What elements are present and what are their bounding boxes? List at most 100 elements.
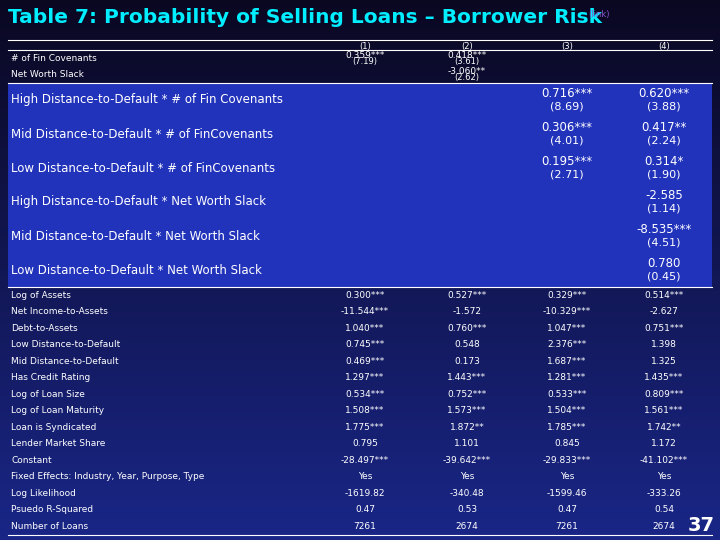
Text: (1.90): (1.90): [647, 169, 680, 179]
Text: 1.508***: 1.508***: [346, 406, 384, 415]
Text: 1.172: 1.172: [651, 439, 677, 448]
Text: Fixed Effects: Industry, Year, Purpose, Type: Fixed Effects: Industry, Year, Purpose, …: [11, 472, 204, 481]
Text: 1.435***: 1.435***: [644, 373, 683, 382]
Text: 0.469***: 0.469***: [346, 357, 384, 366]
Text: Log of Loan Maturity: Log of Loan Maturity: [11, 406, 104, 415]
Text: Log Likelihood: Log Likelihood: [11, 489, 76, 498]
Text: High Distance-to-Default * # of Fin Covenants: High Distance-to-Default * # of Fin Cove…: [11, 93, 283, 106]
Text: (1): (1): [359, 42, 371, 51]
Text: (2): (2): [461, 42, 473, 51]
Text: 0.418***: 0.418***: [447, 51, 487, 60]
Text: 1.687***: 1.687***: [547, 357, 587, 366]
Bar: [8, 83, 712, 287]
Text: (0.45): (0.45): [647, 271, 680, 281]
Text: -1619.82: -1619.82: [345, 489, 385, 498]
Text: -2.627: -2.627: [649, 307, 678, 316]
Text: Log of Loan Size: Log of Loan Size: [11, 390, 85, 399]
Text: 1.561***: 1.561***: [644, 406, 684, 415]
Text: 0.533***: 0.533***: [547, 390, 587, 399]
Text: Table 7: Probability of Selling Loans – Borrower Risk: Table 7: Probability of Selling Loans – …: [8, 8, 602, 27]
Text: Psuedo R-Squared: Psuedo R-Squared: [11, 505, 93, 514]
Text: 1.040***: 1.040***: [346, 324, 384, 333]
Text: -28.497***: -28.497***: [341, 456, 389, 465]
Text: Low Distance-to-Default * Net Worth Slack: Low Distance-to-Default * Net Worth Slac…: [11, 264, 262, 276]
Text: High Distance-to-Default * Net Worth Slack: High Distance-to-Default * Net Worth Sla…: [11, 195, 266, 208]
Text: (4.01): (4.01): [550, 135, 584, 145]
Text: 7261: 7261: [556, 522, 578, 531]
Text: Log of Assets: Log of Assets: [11, 291, 71, 300]
Text: 37: 37: [688, 516, 715, 535]
Text: Low Distance-to-Default: Low Distance-to-Default: [11, 340, 120, 349]
Text: 0.534***: 0.534***: [346, 390, 384, 399]
Text: Number of Loans: Number of Loans: [11, 522, 88, 531]
Text: Yes: Yes: [657, 472, 671, 481]
Text: -10.329***: -10.329***: [543, 307, 591, 316]
Text: 0.195***: 0.195***: [541, 156, 593, 168]
Text: 1.297***: 1.297***: [346, 373, 384, 382]
Text: Has Credit Rating: Has Credit Rating: [11, 373, 90, 382]
Text: 2.376***: 2.376***: [547, 340, 587, 349]
Text: (2.71): (2.71): [550, 169, 584, 179]
Text: (4.51): (4.51): [647, 237, 680, 247]
Text: 7261: 7261: [354, 522, 377, 531]
Text: 0.795: 0.795: [352, 439, 378, 448]
Text: (3): (3): [561, 42, 573, 51]
Text: -11.544***: -11.544***: [341, 307, 389, 316]
Text: 0.527***: 0.527***: [447, 291, 487, 300]
Text: # of Fin Covenants: # of Fin Covenants: [11, 54, 96, 63]
Text: (1.14): (1.14): [647, 203, 680, 213]
Text: 1.325: 1.325: [651, 357, 677, 366]
Text: -2.585: -2.585: [645, 190, 683, 202]
Text: Yes: Yes: [460, 472, 474, 481]
Text: (2.62): (2.62): [454, 73, 480, 82]
Text: Mid Distance-to-Default: Mid Distance-to-Default: [11, 357, 119, 366]
Text: 0.47: 0.47: [557, 505, 577, 514]
Text: Mid Distance-to-Default * # of FinCovenants: Mid Distance-to-Default * # of FinCovena…: [11, 127, 273, 140]
Text: 1.504***: 1.504***: [547, 406, 587, 415]
Text: 0.752***: 0.752***: [447, 390, 487, 399]
Text: 0.620***: 0.620***: [639, 87, 690, 100]
Text: 0.329***: 0.329***: [547, 291, 587, 300]
Text: Yes: Yes: [358, 472, 372, 481]
Text: 2674: 2674: [456, 522, 478, 531]
Text: 0.745***: 0.745***: [346, 340, 384, 349]
Text: Mid Distance-to-Default * Net Worth Slack: Mid Distance-to-Default * Net Worth Slac…: [11, 230, 260, 242]
Text: 0.53: 0.53: [457, 505, 477, 514]
Text: 0.314*: 0.314*: [644, 156, 684, 168]
Text: 0.751***: 0.751***: [644, 324, 684, 333]
Text: 0.359***: 0.359***: [346, 51, 384, 60]
Text: -1.572: -1.572: [452, 307, 482, 316]
Text: 1.785***: 1.785***: [547, 423, 587, 432]
Text: 0.809***: 0.809***: [644, 390, 684, 399]
Text: 1.047***: 1.047***: [547, 324, 587, 333]
Text: Net Income-to-Assets: Net Income-to-Assets: [11, 307, 108, 316]
Text: -333.26: -333.26: [647, 489, 681, 498]
Text: 1.573***: 1.573***: [447, 406, 487, 415]
Text: 0.300***: 0.300***: [346, 291, 384, 300]
Text: 1.742**: 1.742**: [647, 423, 681, 432]
Text: 0.47: 0.47: [355, 505, 375, 514]
Text: Loan is Syndicated: Loan is Syndicated: [11, 423, 96, 432]
Text: 0.716***: 0.716***: [541, 87, 593, 100]
Text: (8.69): (8.69): [550, 101, 584, 111]
Text: -29.833***: -29.833***: [543, 456, 591, 465]
Text: (3.61): (3.61): [454, 57, 480, 66]
Text: -1599.46: -1599.46: [546, 489, 588, 498]
Text: Lender Market Share: Lender Market Share: [11, 439, 105, 448]
Text: 0.780: 0.780: [647, 258, 680, 271]
Text: 1.443***: 1.443***: [447, 373, 487, 382]
Text: 0.173: 0.173: [454, 357, 480, 366]
Text: (4): (4): [658, 42, 670, 51]
Text: (3.88): (3.88): [647, 101, 681, 111]
Text: 0.548: 0.548: [454, 340, 480, 349]
Text: Low Distance-to-Default * # of FinCovenants: Low Distance-to-Default * # of FinCovena…: [11, 161, 275, 174]
Text: 1.872**: 1.872**: [449, 423, 485, 432]
Text: -3.060**: -3.060**: [448, 68, 486, 76]
Text: (2.24): (2.24): [647, 135, 681, 145]
Text: -340.48: -340.48: [450, 489, 485, 498]
Text: 1.775***: 1.775***: [346, 423, 384, 432]
Text: (link): (link): [588, 10, 610, 19]
Text: Debt-to-Assets: Debt-to-Assets: [11, 324, 78, 333]
Text: (7.19): (7.19): [353, 57, 377, 66]
Text: 0.417**: 0.417**: [642, 122, 687, 134]
